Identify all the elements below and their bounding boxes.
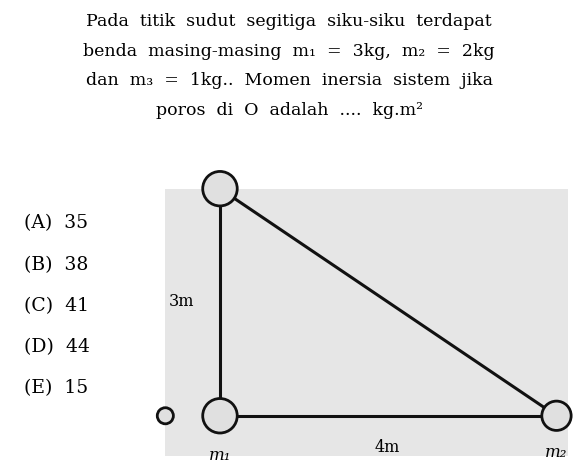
Text: poros  di  O  adalah  ....  kg.m²: poros di O adalah .... kg.m² bbox=[155, 102, 423, 119]
Text: m₁: m₁ bbox=[209, 447, 231, 464]
Text: 3m: 3m bbox=[169, 292, 194, 309]
Ellipse shape bbox=[203, 171, 237, 206]
Text: (E)  15: (E) 15 bbox=[24, 379, 88, 397]
Text: m₂: m₂ bbox=[545, 445, 568, 462]
Text: Pada  titik  sudut  segitiga  siku-siku  terdapat: Pada titik sudut segitiga siku-siku terd… bbox=[86, 13, 492, 30]
Ellipse shape bbox=[542, 401, 571, 430]
Ellipse shape bbox=[157, 408, 173, 424]
Text: (B)  38: (B) 38 bbox=[24, 256, 89, 274]
Text: 4m: 4m bbox=[374, 439, 399, 456]
Text: (A)  35: (A) 35 bbox=[24, 214, 88, 232]
Text: (C)  41: (C) 41 bbox=[24, 297, 90, 315]
Ellipse shape bbox=[203, 398, 237, 433]
Text: (D)  44: (D) 44 bbox=[24, 338, 90, 356]
Bar bbox=[165, 189, 568, 455]
Text: benda  masing-masing  m₁  =  3kg,  m₂  =  2kg: benda masing-masing m₁ = 3kg, m₂ = 2kg bbox=[83, 42, 495, 60]
Text: dan  m₃  =  1kg..  Momen  inersia  sistem  jika: dan m₃ = 1kg.. Momen inersia sistem jika bbox=[86, 72, 492, 89]
